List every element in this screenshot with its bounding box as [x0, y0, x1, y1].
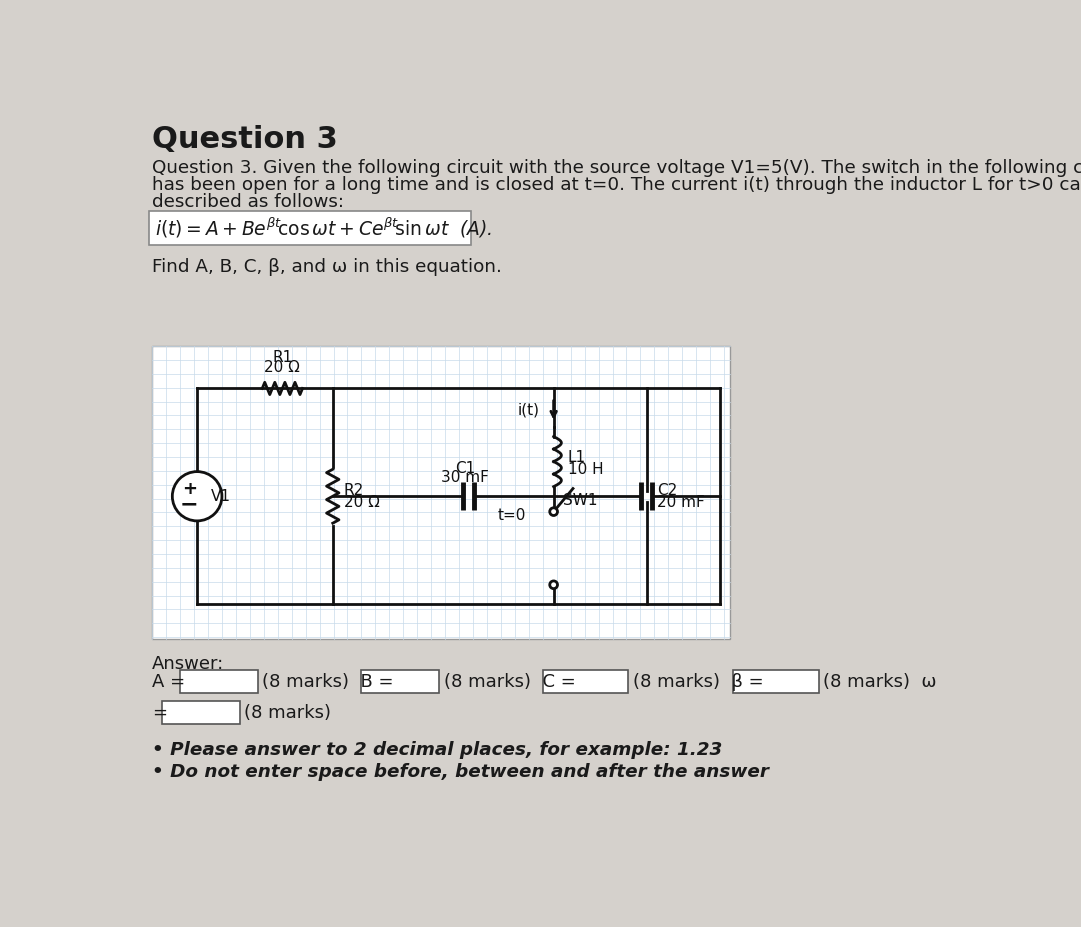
Text: +: +	[182, 480, 197, 499]
Text: Question 3: Question 3	[152, 125, 338, 154]
Text: Find A, B, C, β, and ω in this equation.: Find A, B, C, β, and ω in this equation.	[152, 258, 502, 275]
Text: described as follows:: described as follows:	[152, 193, 344, 210]
Text: −: −	[181, 495, 199, 514]
Text: R2: R2	[344, 483, 364, 498]
Text: SW1: SW1	[563, 492, 598, 508]
Text: R1: R1	[272, 350, 293, 365]
Text: (8 marks)  B =: (8 marks) B =	[263, 673, 393, 691]
FancyBboxPatch shape	[162, 701, 240, 724]
Circle shape	[172, 472, 222, 521]
FancyBboxPatch shape	[181, 670, 257, 693]
FancyBboxPatch shape	[361, 670, 439, 693]
Text: V1: V1	[211, 489, 231, 503]
Text: • Please answer to 2 decimal places, for example: 1.23: • Please answer to 2 decimal places, for…	[152, 741, 722, 759]
Text: L1: L1	[568, 451, 586, 465]
Text: • Do not enter space before, between and after the answer: • Do not enter space before, between and…	[152, 763, 770, 781]
FancyBboxPatch shape	[543, 670, 628, 693]
FancyBboxPatch shape	[149, 211, 470, 246]
Text: t=0: t=0	[498, 508, 526, 523]
Text: =: =	[152, 704, 168, 721]
Text: (8 marks): (8 marks)	[244, 704, 332, 721]
Text: i(t): i(t)	[518, 402, 539, 418]
Circle shape	[550, 581, 558, 589]
Text: (8 marks)  C =: (8 marks) C =	[443, 673, 575, 691]
Text: C2: C2	[657, 483, 678, 498]
Text: 20 mF: 20 mF	[657, 495, 705, 510]
Text: (8 marks)  β =: (8 marks) β =	[632, 673, 763, 691]
Text: Question 3. Given the following circuit with the source voltage V1=5(V). The swi: Question 3. Given the following circuit …	[152, 159, 1081, 177]
Text: 30 mF: 30 mF	[441, 470, 490, 485]
Circle shape	[550, 508, 558, 515]
Text: (8 marks)  ω: (8 marks) ω	[824, 673, 937, 691]
Text: $i(t) = A + Be^{\beta t}\!\cos\omega t + Ce^{\beta t}\!\sin\omega t$  (A).: $i(t) = A + Be^{\beta t}\!\cos\omega t +…	[156, 216, 493, 240]
Text: has been open for a long time and is closed at t=0. The current i(t) through the: has been open for a long time and is clo…	[152, 176, 1081, 194]
Text: 20 Ω: 20 Ω	[344, 495, 379, 510]
FancyBboxPatch shape	[733, 670, 818, 693]
Text: 10 H: 10 H	[568, 462, 603, 476]
FancyBboxPatch shape	[152, 346, 730, 639]
Text: A =: A =	[152, 673, 185, 691]
Text: C1: C1	[455, 462, 476, 476]
Text: 20 Ω: 20 Ω	[265, 360, 301, 375]
Text: Answer:: Answer:	[152, 654, 225, 673]
